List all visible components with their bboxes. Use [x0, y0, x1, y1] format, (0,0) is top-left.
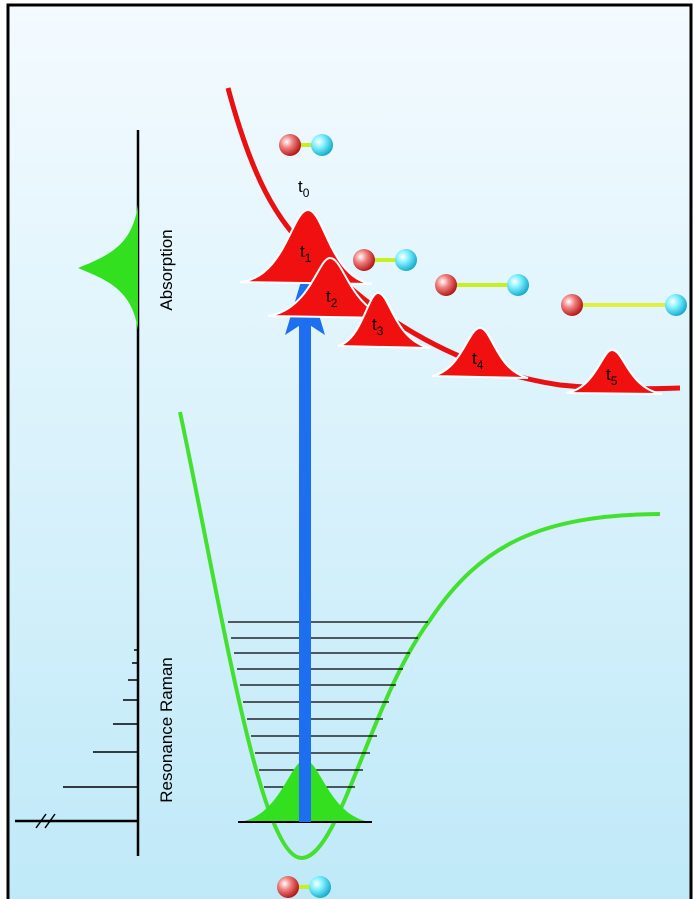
time-index: 0 [303, 186, 310, 200]
time-index: 1 [305, 251, 312, 265]
time-index: 4 [477, 358, 484, 372]
time-index: 5 [611, 374, 618, 388]
frame [8, 5, 691, 899]
time-index: 2 [331, 296, 338, 310]
absorption-label: Absorption [157, 229, 176, 310]
raman-label: Resonance Raman [157, 657, 176, 803]
page: Absorption Resonance Raman t0 t1 t2 t3 t… [0, 0, 693, 899]
time-index: 3 [377, 324, 384, 338]
diagram: Absorption Resonance Raman t0 t1 t2 t3 t… [0, 0, 693, 899]
